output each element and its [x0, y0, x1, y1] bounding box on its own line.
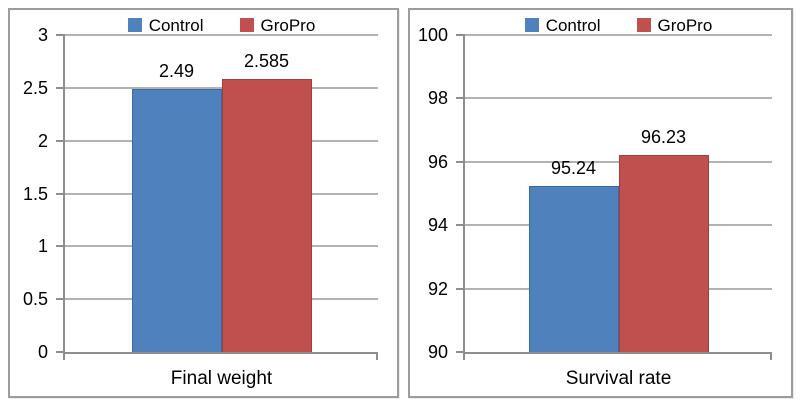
- legend-swatch-control: [127, 18, 142, 32]
- data-label-control: 95.24: [550, 157, 597, 178]
- data-label-gropro: 2.585: [243, 50, 290, 71]
- y-tick-label: 94: [427, 215, 448, 236]
- legend-label: Control: [148, 15, 204, 35]
- y-tick-label: 98: [427, 88, 448, 109]
- legend-item-gropro: GroPro: [239, 15, 316, 35]
- y-tick-label: 1: [37, 236, 48, 257]
- bar-control: [528, 185, 619, 352]
- x-axis: [463, 352, 772, 354]
- y-tick: [456, 351, 465, 353]
- y-tick: [56, 245, 65, 248]
- gridline: [465, 34, 772, 36]
- y-tick-label: 0.5: [22, 289, 48, 310]
- gridline: [65, 34, 378, 36]
- y-tick: [56, 192, 65, 195]
- y-tick: [456, 287, 465, 290]
- legend-item-gropro: GroPro: [636, 15, 713, 35]
- y-tick-label: 2.5: [22, 77, 48, 98]
- x-axis-title: Final weight: [170, 368, 273, 389]
- x-axis: [63, 352, 378, 354]
- legend-label: Control: [545, 15, 601, 35]
- legend-swatch-gropro: [239, 18, 254, 32]
- bar-gropro: [221, 78, 312, 352]
- x-axis-end-tick: [770, 352, 772, 360]
- gridline: [465, 97, 772, 100]
- bar-gropro: [618, 154, 709, 352]
- y-tick-label: 0: [37, 342, 48, 362]
- y-tick: [56, 34, 65, 36]
- y-tick: [456, 224, 465, 227]
- legend-swatch-control: [524, 18, 539, 32]
- legend: Control GroPro: [465, 14, 772, 36]
- y-tick-label: 3: [37, 25, 48, 45]
- legend-label: GroPro: [260, 15, 316, 35]
- legend-item-control: Control: [524, 15, 601, 35]
- bar-control: [131, 88, 222, 352]
- y-tick-label: 92: [427, 278, 448, 299]
- y-tick: [456, 34, 465, 36]
- y-tick: [456, 160, 465, 163]
- data-label-gropro: 96.23: [640, 126, 687, 147]
- y-tick-label: 96: [427, 151, 448, 172]
- y-tick: [56, 351, 65, 353]
- legend: Control GroPro: [65, 14, 378, 36]
- y-tick: [56, 298, 65, 301]
- y-axis: [63, 35, 65, 360]
- chart-panel-survival-rate: Control GroPro 90 92 94 96 98 100 95.24 96.23 Su…: [408, 8, 793, 398]
- x-axis-title: Survival rate: [565, 368, 672, 389]
- y-tick: [56, 86, 65, 89]
- y-tick-label: 1.5: [22, 183, 48, 204]
- y-tick-label: 90: [427, 342, 448, 362]
- legend-label: GroPro: [657, 15, 713, 35]
- x-axis-end-tick: [376, 352, 378, 360]
- y-tick-label: 2: [37, 130, 48, 151]
- chart-panel-final-weight: Control GroPro 0 0.5 1 1.5 2 2.5 3 2.49 2.585 Fin…: [8, 8, 399, 398]
- data-label-control: 2.49: [158, 60, 195, 81]
- legend-swatch-gropro: [636, 18, 651, 32]
- y-tick-label: 100: [417, 25, 448, 45]
- y-tick: [56, 139, 65, 142]
- legend-item-control: Control: [127, 15, 204, 35]
- y-tick: [456, 97, 465, 100]
- y-axis: [463, 35, 465, 360]
